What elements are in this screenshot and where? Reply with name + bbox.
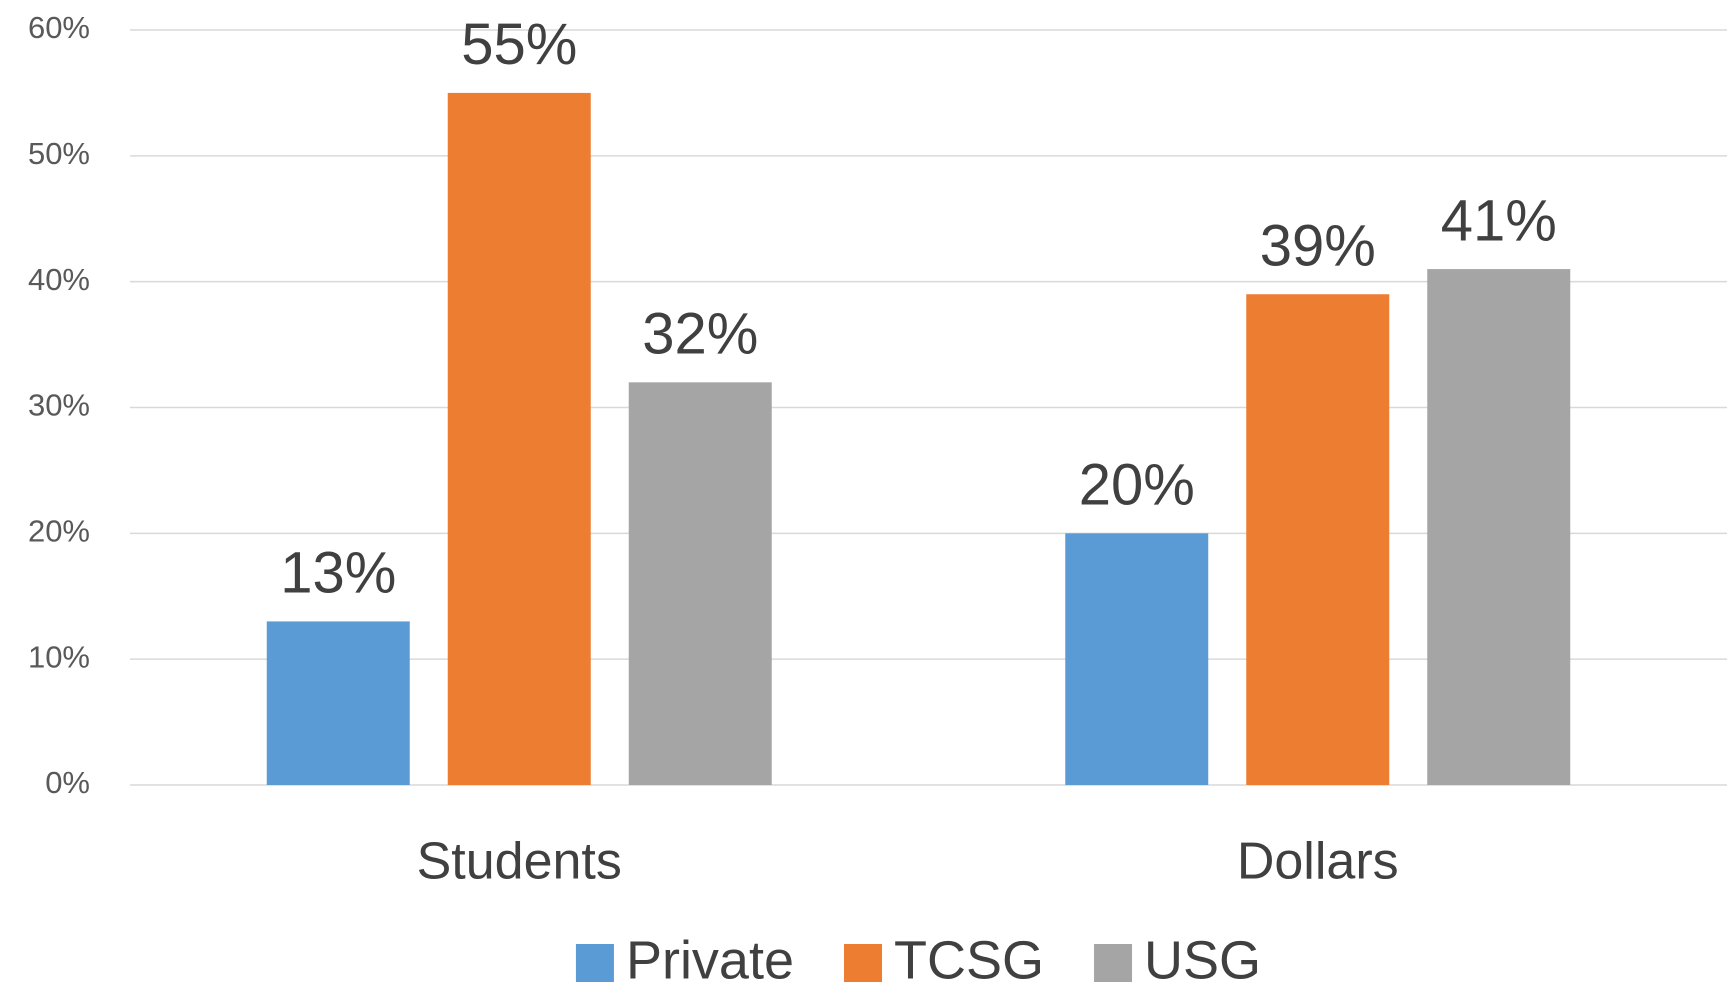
value-label: 32% (642, 302, 758, 367)
y-tick-label: 40% (28, 262, 90, 297)
legend-label: USG (1144, 930, 1261, 989)
bar (628, 382, 772, 785)
y-tick-label: 10% (28, 639, 90, 674)
y-tick-label: 30% (28, 388, 90, 423)
y-tick-label: 0% (45, 765, 90, 800)
bar (1246, 294, 1390, 785)
legend-swatch (575, 944, 614, 982)
value-label: 55% (461, 12, 577, 77)
x-tick-label: Dollars (1237, 833, 1399, 891)
bar (1065, 533, 1209, 785)
y-tick-label: 50% (28, 136, 90, 171)
legend-label: Private (626, 930, 794, 989)
bar (447, 92, 591, 785)
y-tick-label: 20% (28, 514, 90, 549)
value-label: 41% (1441, 188, 1557, 253)
y-tick-label: 60% (28, 10, 90, 45)
value-label: 39% (1260, 214, 1376, 279)
legend-swatch (1094, 944, 1133, 982)
bar (266, 621, 410, 785)
x-tick-label: Students (417, 833, 622, 891)
legend-swatch (844, 944, 883, 982)
value-label: 20% (1079, 453, 1195, 518)
value-label: 13% (280, 541, 396, 606)
legend-label: TCSG (894, 930, 1044, 989)
bar (1427, 269, 1571, 785)
